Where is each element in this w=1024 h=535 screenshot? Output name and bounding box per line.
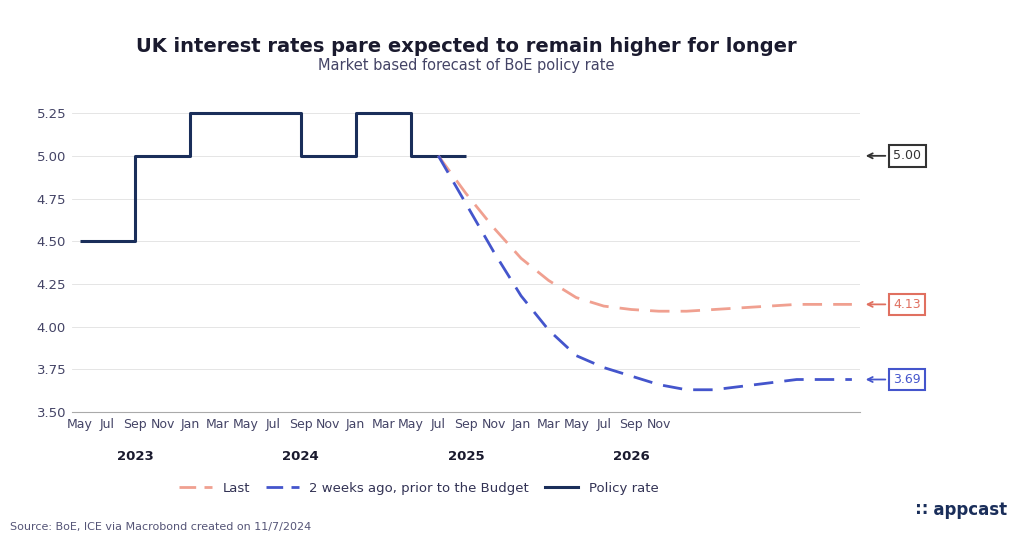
Text: 5.00: 5.00 [867,149,922,162]
Text: 2026: 2026 [613,449,649,463]
Text: Source: BoE, ICE via Macrobond created on 11/7/2024: Source: BoE, ICE via Macrobond created o… [10,522,311,532]
Text: Market based forecast of BoE policy rate: Market based forecast of BoE policy rate [317,58,614,73]
Text: ∷ appcast: ∷ appcast [916,501,1008,519]
Text: 2025: 2025 [447,449,484,463]
Text: 3.69: 3.69 [867,373,921,386]
Text: 2023: 2023 [117,449,154,463]
Legend: Last, 2 weeks ago, prior to the Budget, Policy rate: Last, 2 weeks ago, prior to the Budget, … [174,476,664,500]
Text: 2024: 2024 [283,449,318,463]
Title: UK interest rates pare expected to remain higher for longer: UK interest rates pare expected to remai… [135,37,797,56]
Text: 4.13: 4.13 [867,298,921,311]
